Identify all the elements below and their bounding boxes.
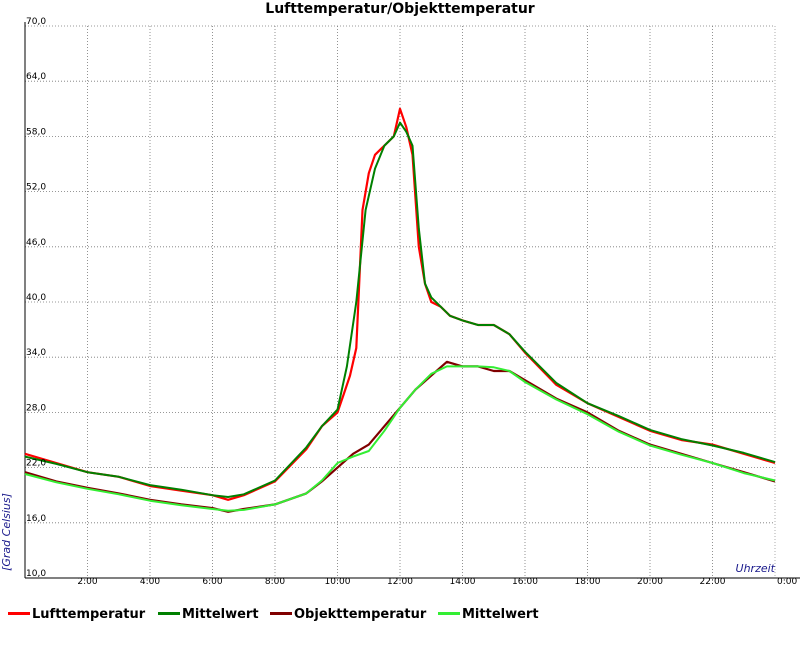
legend-item: Lufttemperatur [8, 607, 145, 622]
series-line-0 [24, 107, 776, 501]
tick-labels: 10,0 16,0 22,0 28,0 34,0 40,0 46,0 52,0 58,0 64,0… [26, 17, 797, 587]
y-tick-label: 52,0 [26, 183, 46, 193]
y-tick-label: 46,0 [26, 238, 46, 248]
series-line-2 [24, 360, 776, 513]
y-tick-label: 10,0 [26, 569, 46, 579]
x-tick-label: 10:00 [325, 577, 351, 587]
series-line-1 [24, 121, 776, 498]
chart-title: Lufttemperatur/Objekttemperatur [265, 1, 535, 17]
legend-swatch [158, 612, 180, 615]
legend-label: Lufttemperatur [32, 607, 146, 622]
legend-label: Mittelwert [182, 607, 259, 622]
x-tick-label: 16:00 [512, 577, 538, 587]
y-tick-label: 16,0 [26, 514, 46, 524]
x-tick-label: 2:00 [77, 577, 97, 587]
x-tick-label: 22:00 [700, 577, 726, 587]
axes [24, 22, 800, 579]
legend-swatch [438, 612, 460, 615]
x-tick-label: 18:00 [575, 577, 601, 587]
x-tick-label: 0:00 [777, 577, 797, 587]
y-tick-label: 34,0 [26, 348, 46, 358]
x-tick-label: 20:00 [637, 577, 663, 587]
y-tick-label: 28,0 [26, 403, 46, 413]
legend-swatch [8, 612, 30, 615]
grid [25, 25, 775, 578]
series-lines [24, 107, 776, 513]
legend-label: Mittelwert [462, 607, 539, 622]
legend-item: Mittelwert [438, 607, 539, 622]
x-tick-label: 6:00 [202, 577, 222, 587]
y-tick-label: 22,0 [26, 459, 46, 469]
series-line-3 [24, 365, 776, 512]
x-tick-label: 4:00 [140, 577, 160, 587]
legend-swatch [270, 612, 292, 615]
y-tick-label: 58,0 [26, 127, 46, 137]
legend-item: Objekttemperatur [270, 607, 426, 622]
y-tick-label: 40,0 [26, 293, 46, 303]
x-axis-label: Uhrzeit [736, 562, 776, 575]
y-tick-label: 64,0 [26, 72, 46, 82]
y-tick-label: 70,0 [26, 17, 46, 27]
y-axis-label: [Grad Celsius] [0, 493, 13, 571]
legend-label: Objekttemperatur [294, 607, 427, 622]
x-tick-label: 12:00 [387, 577, 413, 587]
legend-item: Mittelwert [158, 607, 259, 622]
x-tick-label: 14:00 [450, 577, 476, 587]
x-tick-label: 8:00 [265, 577, 285, 587]
